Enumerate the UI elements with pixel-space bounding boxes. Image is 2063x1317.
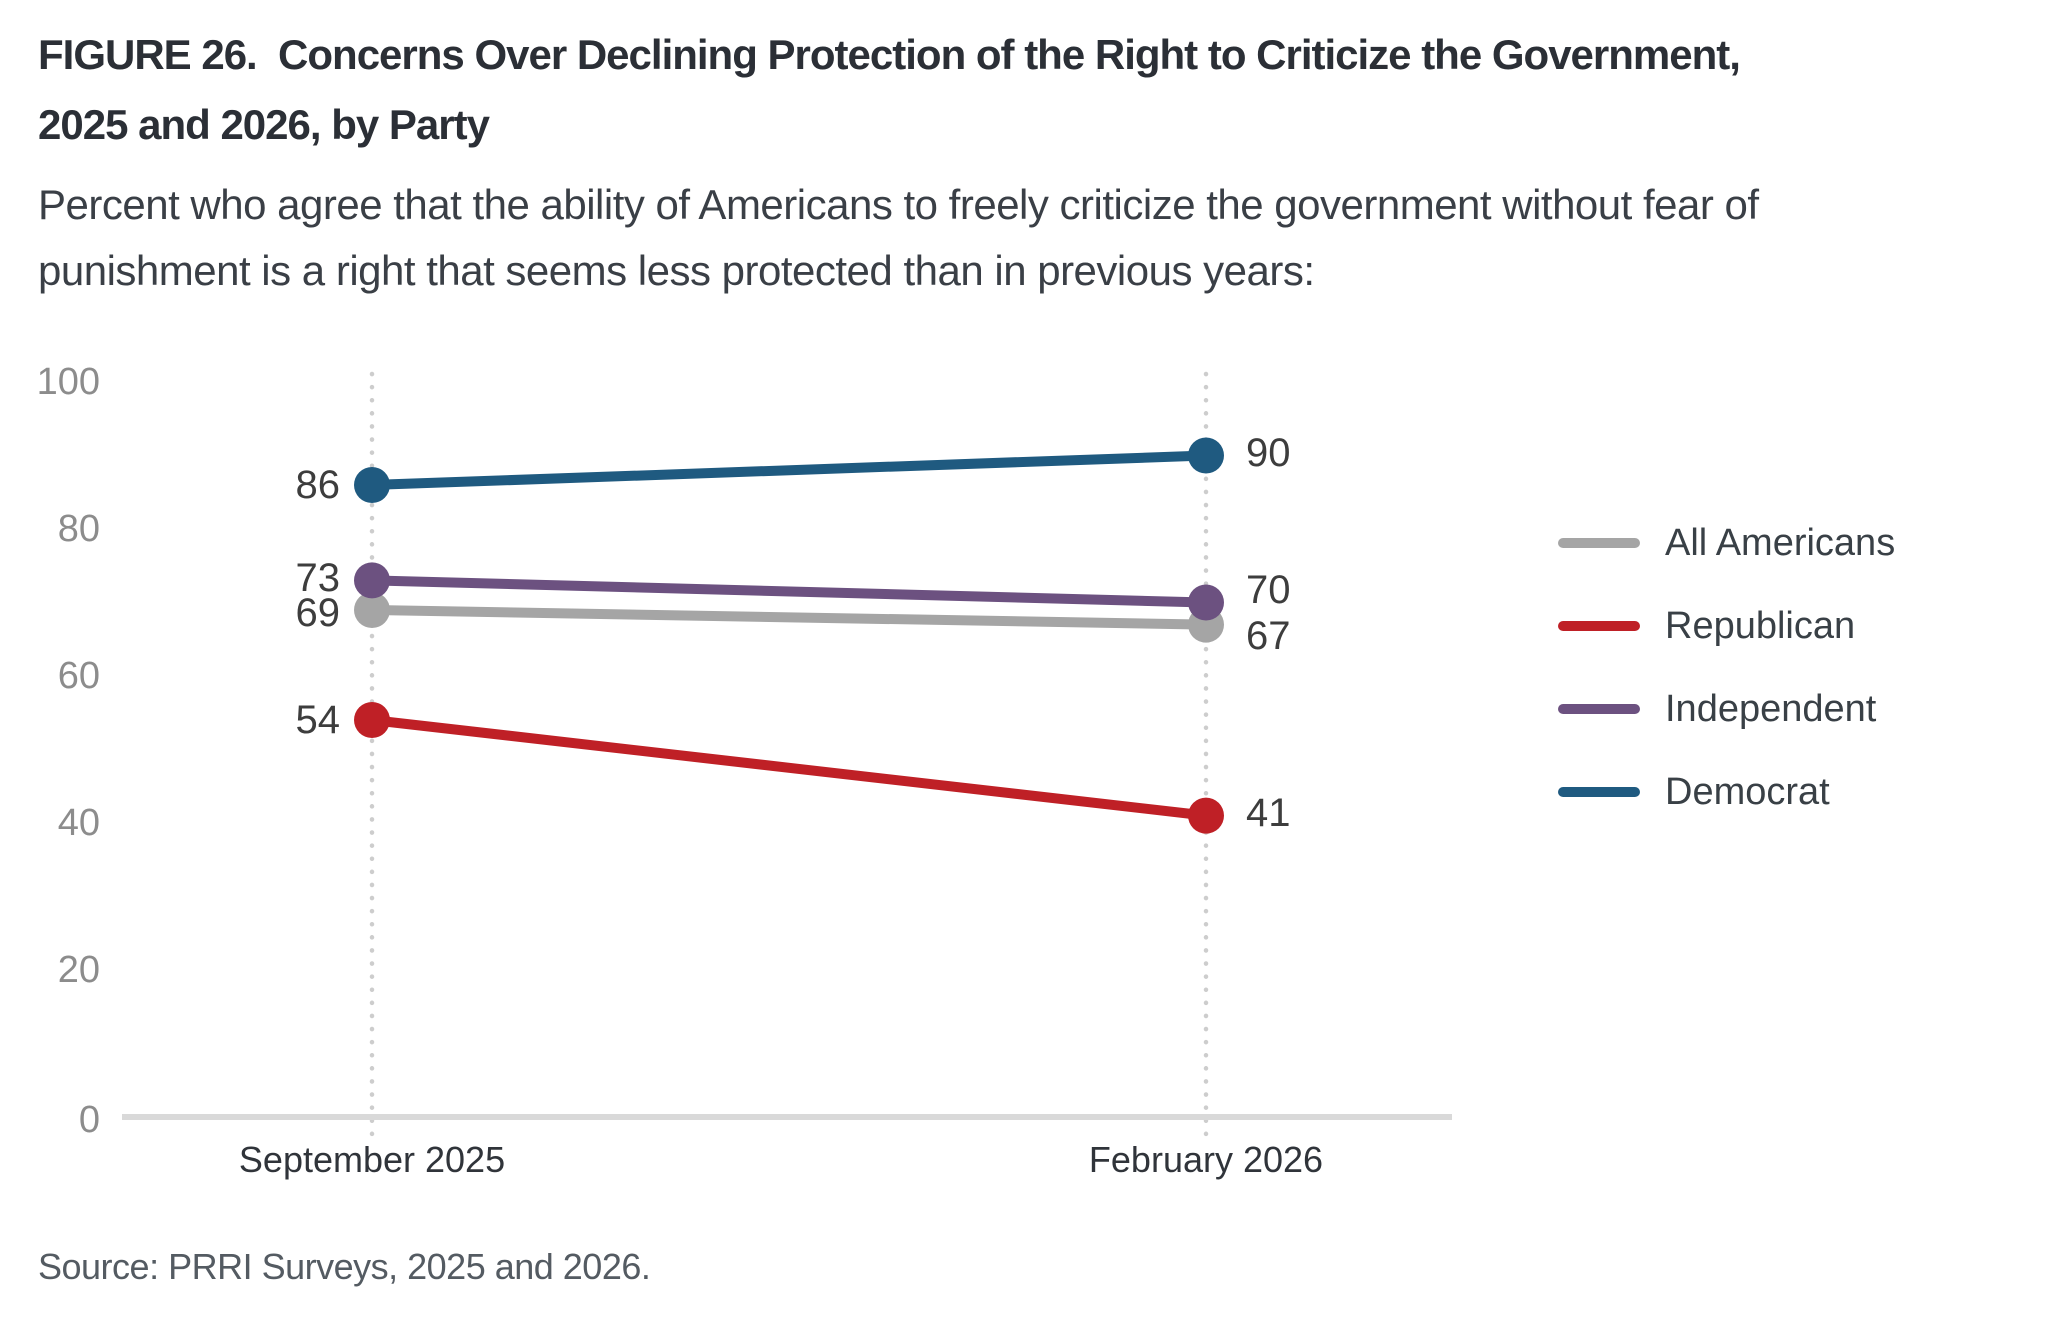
all-americans-point-sep2025 <box>354 592 390 628</box>
independent-point-feb2026 <box>1188 584 1224 621</box>
label-republican-feb2026: 41 <box>1246 791 1291 835</box>
republican-point-sep2025 <box>354 702 390 738</box>
figure-header: FIGURE 26. Concerns Over Declining Prote… <box>38 20 2038 304</box>
democrat-line <box>371 450 1207 490</box>
ytick-60: 60 <box>58 655 100 697</box>
legend-item-republican: Republican <box>1557 604 1895 648</box>
republican-swatch-icon <box>1558 621 1640 631</box>
democrat-point-feb2026 <box>1188 437 1224 474</box>
figure-subtitle-line2: punishment is a right that seems less pr… <box>38 247 1315 294</box>
republican-point-feb2026 <box>1188 797 1224 834</box>
series-independent <box>354 562 1224 621</box>
figure-subtitle: Percent who agree that the ability of Am… <box>38 172 2038 304</box>
democrat-swatch-icon <box>1558 787 1640 797</box>
ytick-40: 40 <box>58 802 100 844</box>
source-note: Source: PRRI Surveys, 2025 and 2026. <box>38 1246 651 1287</box>
line-chart: 100 80 60 40 20 0 86 <box>37 361 1452 1180</box>
legend-label-independent: Independent <box>1665 687 1877 730</box>
figure-title-line1: FIGURE 26. Concerns Over Declining Prote… <box>38 31 1741 78</box>
xlabel-february-2026: February 2026 <box>1089 1139 1323 1180</box>
figure-subtitle-line1: Percent who agree that the ability of Am… <box>38 181 1759 228</box>
ytick-0: 0 <box>79 1099 100 1141</box>
series-democrat <box>354 437 1224 503</box>
legend-label-democrat: Democrat <box>1665 770 1830 813</box>
ytick-80: 80 <box>58 508 100 550</box>
all-americans-line <box>371 605 1207 630</box>
label-all-americans-sep2025: 69 <box>296 591 341 635</box>
legend-label-republican: Republican <box>1665 604 1856 647</box>
ytick-20: 20 <box>58 949 100 991</box>
label-democrat-sep2025: 86 <box>296 463 341 507</box>
label-democrat-feb2026: 90 <box>1246 431 1291 475</box>
democrat-point-sep2025 <box>354 467 390 503</box>
legend-item-all-americans: All Americans <box>1557 521 1895 565</box>
all-americans-swatch-icon <box>1558 538 1640 548</box>
label-all-americans-feb2026: 67 <box>1246 614 1291 658</box>
label-independent-sep2025: 73 <box>296 556 341 600</box>
independent-swatch-icon <box>1558 704 1640 714</box>
independent-line <box>371 575 1207 608</box>
legend-item-democrat: Democrat <box>1557 770 1895 814</box>
figure-title-line2: 2025 and 2026, by Party <box>38 101 490 148</box>
legend-item-independent: Independent <box>1557 687 1895 731</box>
label-republican-sep2025: 54 <box>296 698 341 742</box>
series-republican <box>354 702 1224 834</box>
label-independent-feb2026: 70 <box>1246 568 1291 612</box>
legend-label-all-americans: All Americans <box>1665 521 1896 564</box>
chart-legend: All Americans Republican Independent Dem… <box>1557 521 1895 814</box>
xlabel-september-2025: September 2025 <box>239 1139 505 1180</box>
republican-line <box>371 715 1207 821</box>
independent-point-sep2025 <box>354 562 390 599</box>
ytick-100: 100 <box>37 361 100 403</box>
